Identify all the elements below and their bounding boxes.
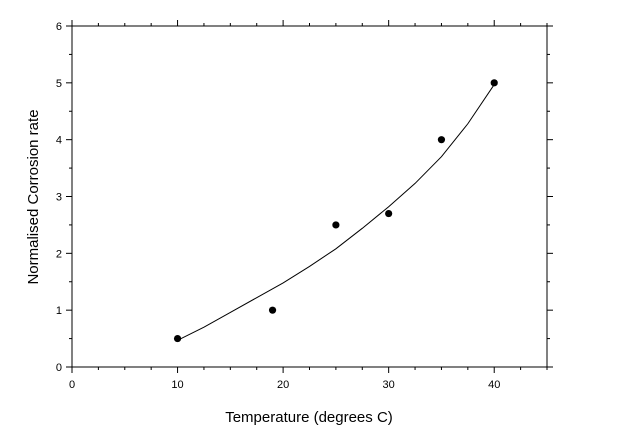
data-points (173, 79, 498, 343)
y-tick-label: 3 (56, 192, 62, 204)
data-point (437, 136, 446, 144)
data-point (173, 334, 182, 343)
data-point (385, 209, 393, 218)
plot-frame (71, 25, 548, 368)
data-point (490, 79, 498, 87)
y-tick-label: 1 (56, 305, 62, 317)
data-point (268, 306, 277, 314)
data-point (332, 221, 340, 229)
y-tick-label: 6 (56, 21, 62, 33)
x-axis-title: Temperature (degrees C) (225, 409, 393, 426)
axis-ticks: 0 10 20 30 40 0 1 2 3 4 5 6 (56, 20, 553, 391)
y-tick-label: 5 (56, 78, 62, 90)
x-tick-label: 0 (69, 379, 75, 391)
fit-line-layer (177, 84, 495, 341)
y-axis-title: Normalised Corrosion rate (25, 109, 42, 284)
y-tick-label: 2 (56, 248, 62, 260)
x-tick-label: 20 (277, 379, 289, 391)
fit-curve (177, 84, 495, 341)
y-tick-label: 0 (56, 362, 62, 374)
y-tick-label: 4 (56, 135, 62, 147)
x-tick-label: 40 (488, 379, 500, 391)
x-tick-label: 30 (383, 379, 395, 391)
x-tick-label: 10 (171, 379, 183, 391)
